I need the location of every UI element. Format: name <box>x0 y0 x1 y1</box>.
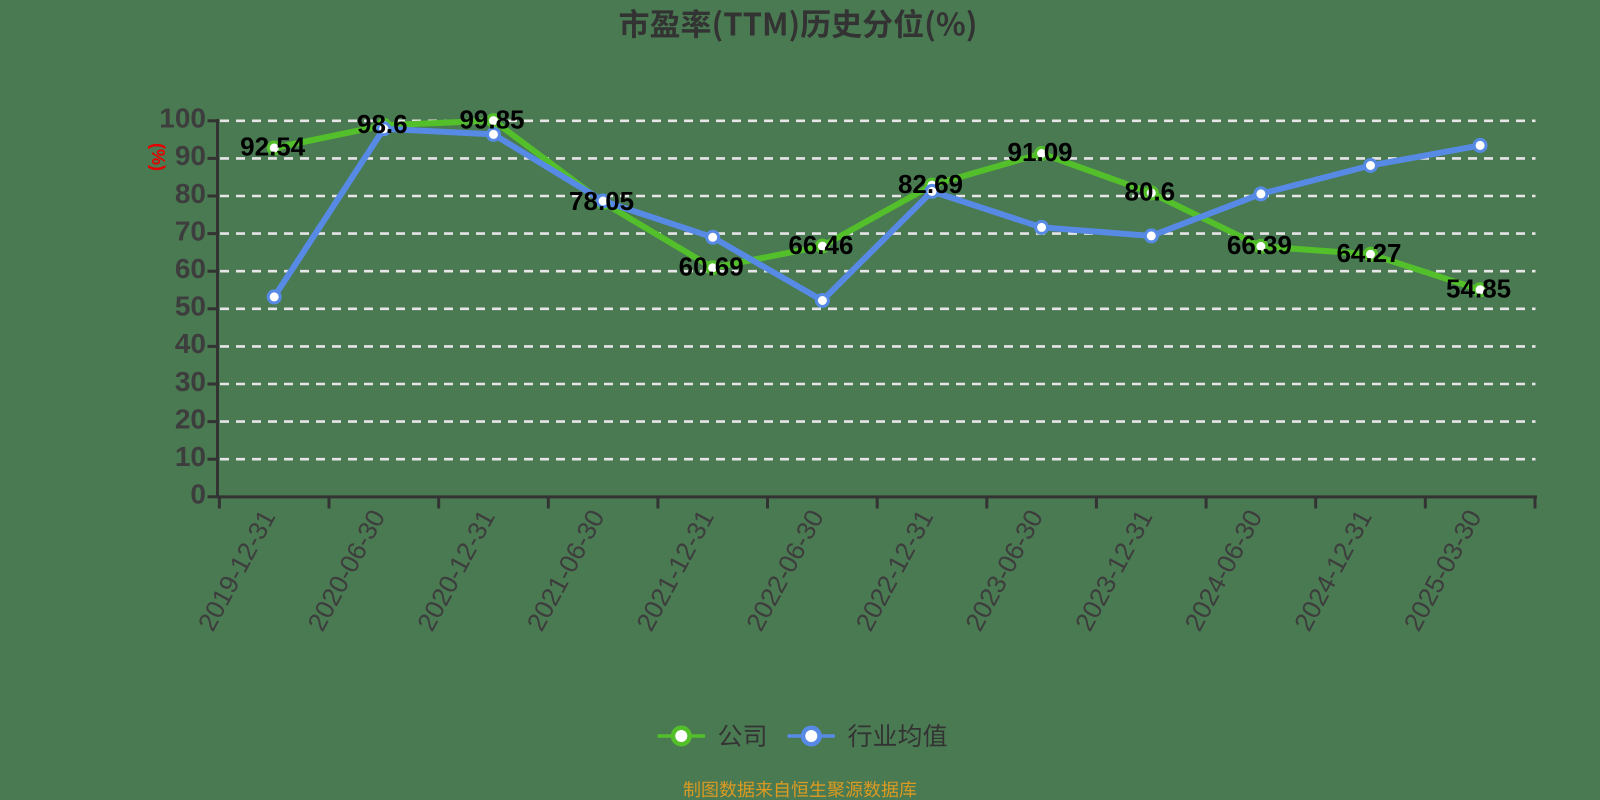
svg-text:90: 90 <box>175 140 206 171</box>
svg-text:80.6: 80.6 <box>1124 177 1175 207</box>
svg-text:91.09: 91.09 <box>1008 137 1073 167</box>
svg-text:82.69: 82.69 <box>898 169 963 199</box>
svg-text:30: 30 <box>175 366 206 397</box>
svg-text:0: 0 <box>190 479 206 510</box>
svg-text:50: 50 <box>175 291 206 322</box>
svg-text:66.46: 66.46 <box>788 230 853 260</box>
svg-text:66.39: 66.39 <box>1227 230 1292 260</box>
svg-text:60.69: 60.69 <box>679 252 744 282</box>
svg-text:20: 20 <box>175 403 206 434</box>
svg-text:80: 80 <box>175 178 206 209</box>
svg-text:40: 40 <box>175 328 206 359</box>
svg-text:64.27: 64.27 <box>1336 238 1401 268</box>
svg-text:(%): (%) <box>148 143 168 171</box>
svg-text:99.85: 99.85 <box>459 104 524 134</box>
svg-text:100: 100 <box>159 103 206 134</box>
svg-text:78.05: 78.05 <box>569 186 634 216</box>
svg-text:70: 70 <box>175 215 206 246</box>
svg-text:54.85: 54.85 <box>1446 274 1511 304</box>
svg-text:92.54: 92.54 <box>240 132 306 162</box>
svg-text:98.6: 98.6 <box>357 109 408 139</box>
svg-text:60: 60 <box>175 253 206 284</box>
svg-text:10: 10 <box>175 441 206 472</box>
